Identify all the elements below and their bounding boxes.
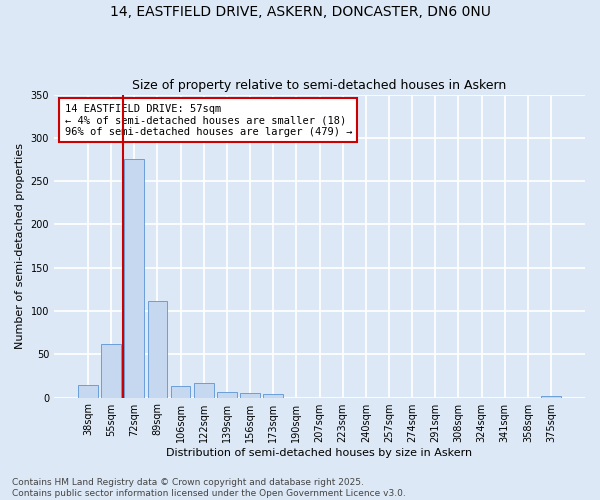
Bar [78, 384, 98, 398]
Y-axis label: Number of semi-detached properties: Number of semi-detached properties [15, 143, 25, 349]
Text: 14 EASTFIELD DRIVE: 57sqm
← 4% of semi-detached houses are smaller (18)
96% of s: 14 EASTFIELD DRIVE: 57sqm ← 4% of semi-d… [65, 104, 352, 137]
Bar [101, 344, 121, 398]
Bar [148, 300, 167, 398]
Bar [541, 396, 561, 398]
X-axis label: Distribution of semi-detached houses by size in Askern: Distribution of semi-detached houses by … [166, 448, 473, 458]
Bar [240, 394, 260, 398]
Text: 14, EASTFIELD DRIVE, ASKERN, DONCASTER, DN6 0NU: 14, EASTFIELD DRIVE, ASKERN, DONCASTER, … [110, 5, 490, 19]
Bar [124, 160, 144, 398]
Bar [194, 383, 214, 398]
Bar [171, 386, 190, 398]
Title: Size of property relative to semi-detached houses in Askern: Size of property relative to semi-detach… [133, 79, 506, 92]
Text: Contains HM Land Registry data © Crown copyright and database right 2025.
Contai: Contains HM Land Registry data © Crown c… [12, 478, 406, 498]
Bar [263, 394, 283, 398]
Bar [217, 392, 237, 398]
